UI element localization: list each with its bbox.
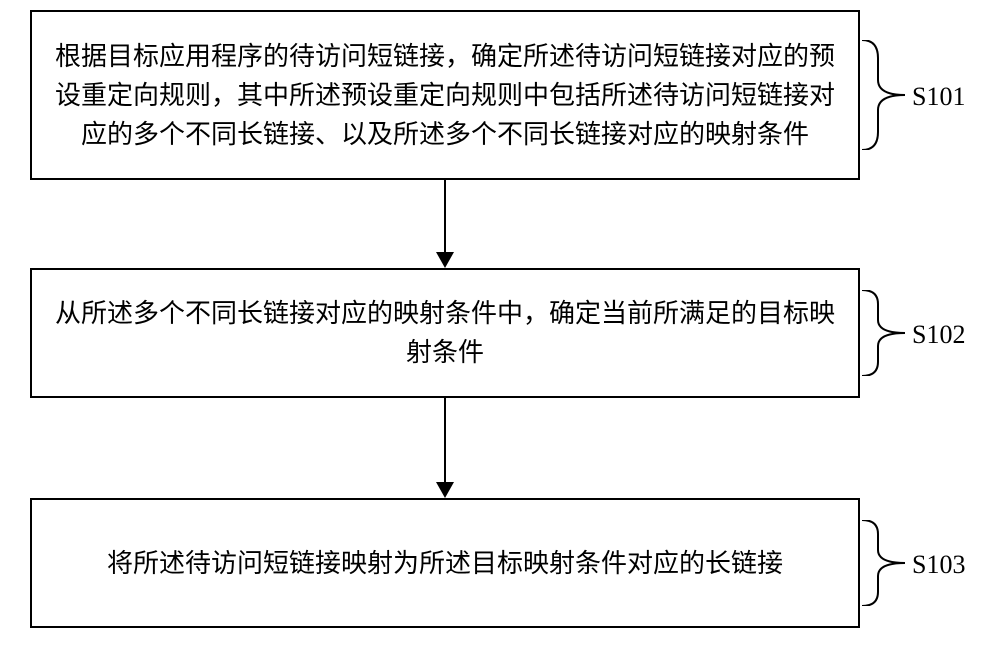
brace-s102: [860, 290, 910, 376]
arrow-s102-s103-line: [444, 398, 446, 482]
arrow-s101-s102-line: [444, 180, 446, 252]
flow-node-s102: 从所述多个不同长链接对应的映射条件中，确定当前所满足的目标映射条件: [30, 268, 860, 398]
arrow-s102-s103-head: [436, 482, 454, 498]
flow-node-s102-text: 从所述多个不同长链接对应的映射条件中，确定当前所满足的目标映射条件: [44, 294, 846, 372]
step-label-s101: S101: [912, 82, 965, 112]
flow-node-s101-text: 根据目标应用程序的待访问短链接，确定所述待访问短链接对应的预设重定向规则，其中所…: [44, 37, 846, 154]
flow-node-s101: 根据目标应用程序的待访问短链接，确定所述待访问短链接对应的预设重定向规则，其中所…: [30, 10, 860, 180]
flow-node-s103-text: 将所述待访问短链接映射为所述目标映射条件对应的长链接: [107, 544, 783, 583]
arrow-s101-s102-head: [436, 252, 454, 268]
flow-node-s103: 将所述待访问短链接映射为所述目标映射条件对应的长链接: [30, 498, 860, 628]
brace-s101: [860, 40, 910, 150]
flowchart-canvas: 根据目标应用程序的待访问短链接，确定所述待访问短链接对应的预设重定向规则，其中所…: [0, 0, 1000, 656]
brace-s103: [860, 520, 910, 606]
step-label-s102: S102: [912, 320, 965, 350]
step-label-s103: S103: [912, 550, 965, 580]
